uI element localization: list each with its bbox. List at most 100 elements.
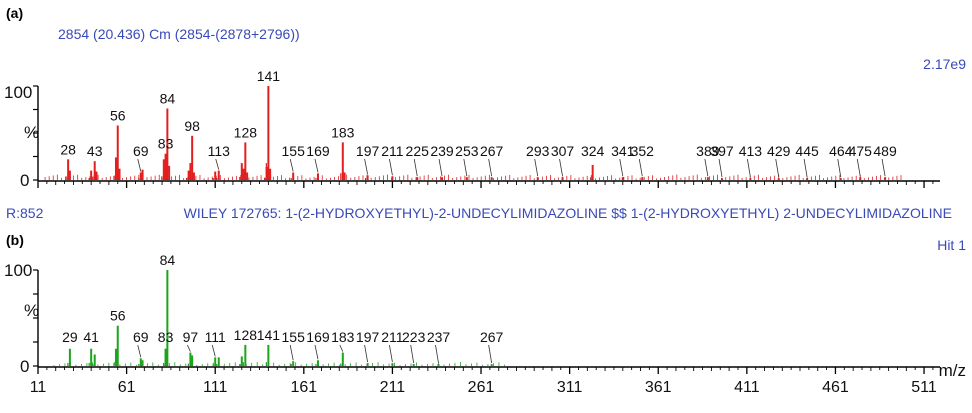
- panel-b-ylabel: %: [24, 301, 39, 320]
- panel-a-label-leader: [364, 158, 369, 175]
- panel-a-label-leader: [314, 158, 319, 173]
- panel-a-label-389: 389: [696, 143, 720, 159]
- panel-a-label-leader: [718, 158, 723, 178]
- panel-a-label-352: 352: [631, 143, 655, 159]
- x-tick-label-361: 361: [645, 379, 672, 396]
- panel-a-label-leader: [289, 158, 294, 172]
- panel-a-label: (a): [6, 5, 23, 21]
- panel-b-label-97: 97: [183, 329, 199, 345]
- panel-a-scale: 2.17e9: [923, 56, 966, 72]
- panel-b-label-169: 169: [306, 329, 330, 345]
- panel-b-label-leader: [488, 344, 493, 364]
- x-tick-label-111: 111: [203, 379, 227, 396]
- x-tick-label-511: 511: [911, 379, 937, 396]
- panel-b-label-84: 84: [160, 252, 176, 268]
- panel-b-label-128: 128: [234, 327, 258, 343]
- panel-a-label-253: 253: [455, 143, 479, 159]
- panel-a-label-341: 341: [611, 143, 635, 159]
- x-tick-label-61: 61: [118, 379, 136, 396]
- x-tick-label-211: 211: [380, 379, 406, 396]
- panel-a-label-leader: [837, 158, 842, 178]
- panel-a-label-leader: [638, 158, 643, 177]
- panel-a-label-197: 197: [356, 143, 380, 159]
- panel-a-label-429: 429: [767, 143, 791, 159]
- panel-a-ytick-0: 0: [20, 171, 29, 190]
- axes-layer: [33, 85, 940, 374]
- panel-a-label-leader: [704, 158, 709, 177]
- panel-a-label-leader: [775, 158, 780, 178]
- panel-a-label-leader: [137, 158, 142, 172]
- panel-a-label-293: 293: [526, 143, 550, 159]
- panel-a-label-413: 413: [739, 143, 763, 159]
- panel-a-label-307: 307: [551, 143, 575, 159]
- panel-b-label: (b): [6, 232, 24, 248]
- x-tick-label-411: 411: [734, 379, 760, 396]
- panel-a-label-324: 324: [581, 143, 605, 159]
- panel-b-label-211: 211: [381, 329, 404, 345]
- panel-a-label-169: 169: [306, 143, 330, 159]
- x-axis-label: m/z: [939, 361, 966, 380]
- panel-b-label-leader: [211, 344, 216, 357]
- panel-a-label-leader: [559, 158, 563, 177]
- panel-a-header: 2854 (20.436) Cm (2854-(2878+2796)): [58, 26, 300, 42]
- panel-a-label-leader: [534, 158, 539, 177]
- x-tick-label-261: 261: [468, 379, 495, 396]
- panel-b-label-69: 69: [133, 329, 149, 345]
- panel-b-label-111: 111: [205, 329, 226, 345]
- panel-b-label-leader: [364, 344, 369, 363]
- panel-a-label-267: 267: [480, 143, 504, 159]
- panel-a-label-leader: [463, 158, 468, 177]
- panel-a-label-489: 489: [873, 143, 897, 159]
- panel-a-label-113: 113: [208, 143, 231, 159]
- panel-a-label-leader: [803, 158, 808, 178]
- sample-label: R:852: [6, 205, 44, 221]
- panel-a-label-225: 225: [406, 143, 430, 159]
- panel-b-ytick-0: 0: [20, 357, 29, 376]
- panel-b-label-leader: [289, 344, 294, 361]
- panel-b-label-leader: [314, 344, 319, 360]
- panel-a-label-84: 84: [160, 91, 176, 107]
- x-tick-label-461: 461: [822, 379, 849, 396]
- panel-a-label-leader: [488, 158, 493, 177]
- panel-a-label-397: 397: [710, 143, 734, 159]
- panel-a-label-445: 445: [795, 143, 819, 159]
- panel-b-label-155: 155: [282, 329, 306, 345]
- panel-a-label-leader: [881, 158, 886, 177]
- panel-a-label-leader: [215, 158, 220, 170]
- panel-a-label-211: 211: [381, 143, 404, 159]
- panel-a-label-leader: [389, 158, 393, 176]
- panel-a-label-475: 475: [849, 143, 873, 159]
- panel-a-label-leader: [746, 158, 751, 178]
- x-tick-label-311: 311: [557, 379, 583, 396]
- panel-a-label-464: 464: [829, 143, 853, 159]
- panel-b-label-29: 29: [62, 329, 78, 345]
- panel-b-label-237: 237: [427, 329, 451, 345]
- panel-b-label-leader: [435, 344, 439, 364]
- panel-a-label-239: 239: [430, 143, 454, 159]
- panel-b-label-141: 141: [257, 327, 281, 343]
- panel-a-label-28: 28: [60, 141, 76, 157]
- panel-b-label-197: 197: [356, 329, 380, 345]
- panel-b-ytick-100: 100: [4, 261, 32, 280]
- peaks-layer: [44, 86, 902, 366]
- panel-a-label-98: 98: [184, 118, 200, 134]
- panel-a-label-128: 128: [234, 124, 258, 140]
- panel-a-ylabel: %: [24, 123, 39, 142]
- panel-a-label-leader: [856, 158, 861, 177]
- panel-a-label-155: 155: [282, 143, 306, 159]
- panel-b-label-183: 183: [331, 329, 355, 345]
- library-match: WILEY 172765: 1-(2-HYDROXYETHYL)-2-UNDEC…: [184, 205, 952, 221]
- panel-b-label-83: 83: [158, 329, 174, 345]
- panel-a-ytick-100: 100: [4, 83, 32, 102]
- panel-a-label-183: 183: [331, 124, 355, 140]
- panel-b-label-leader: [389, 344, 393, 363]
- panel-b-label-leader: [339, 344, 344, 352]
- panel-a-label-leader: [619, 158, 624, 177]
- panel-b-scale: Hit 1: [937, 237, 966, 253]
- panel-a-label-leader: [413, 158, 418, 177]
- panel-b-label-223: 223: [402, 329, 426, 345]
- panel-a-label-141: 141: [257, 68, 281, 84]
